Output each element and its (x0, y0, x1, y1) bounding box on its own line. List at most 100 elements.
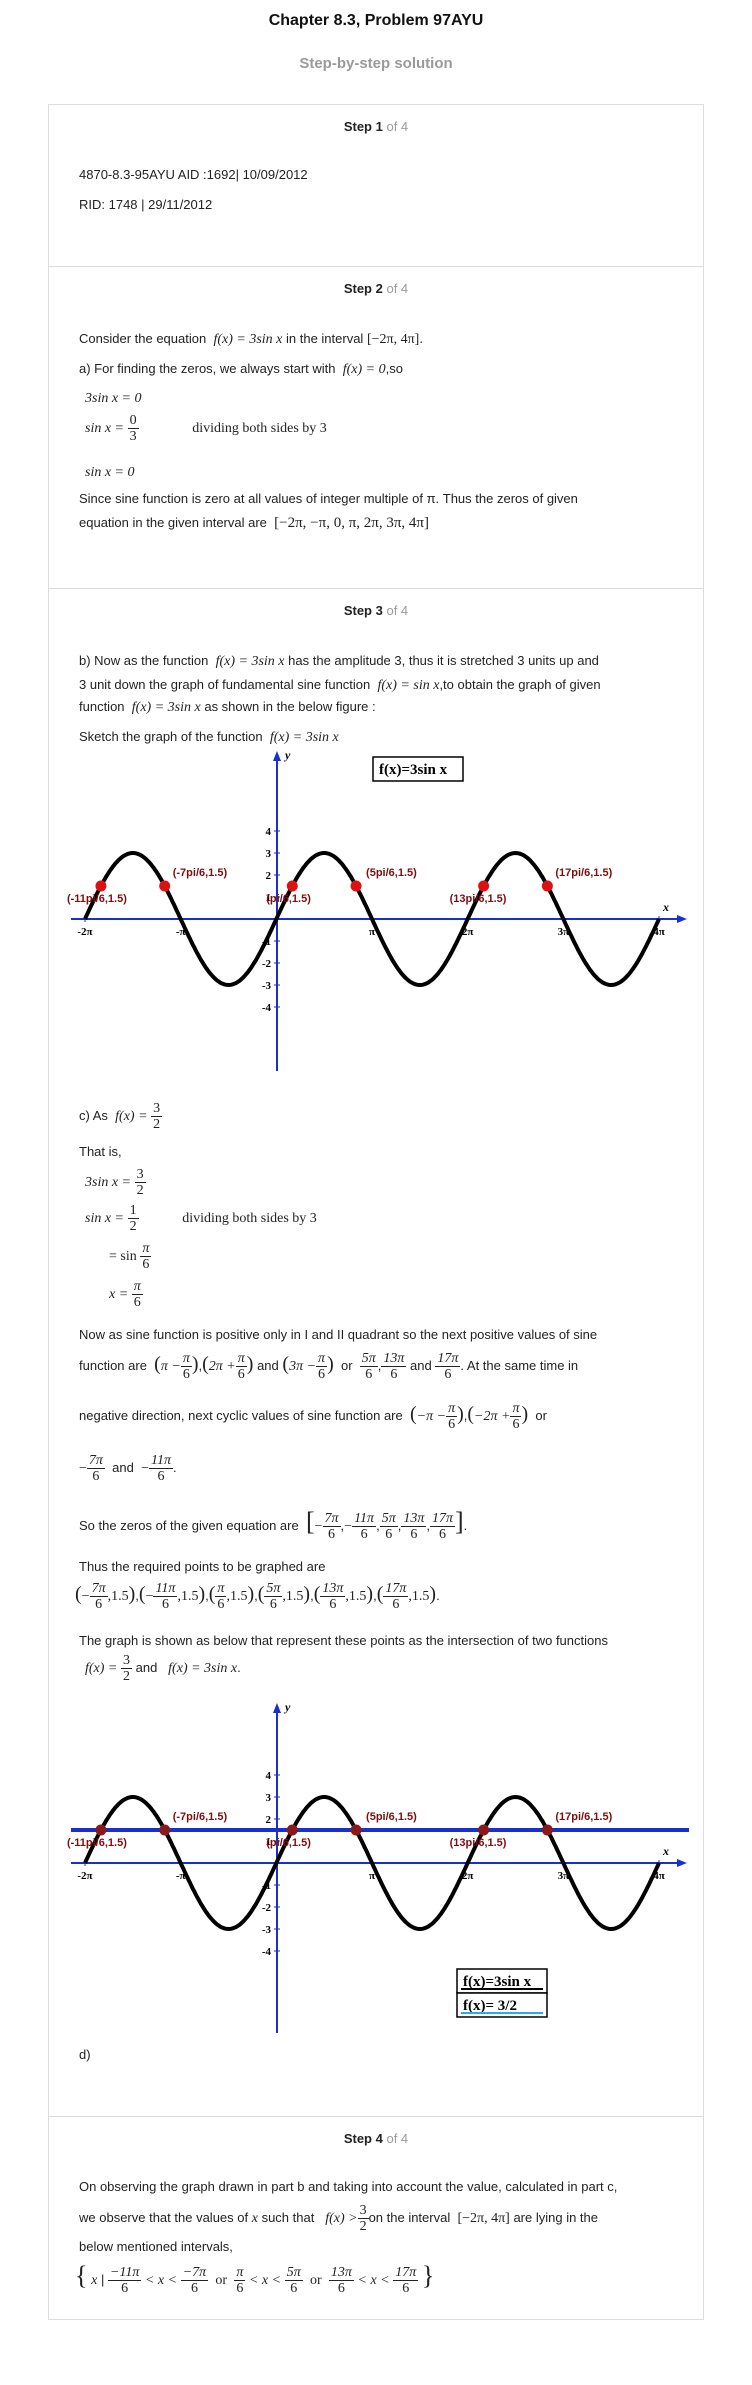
intersection-point (159, 880, 171, 892)
point-label: (5pi/6,1.5) (366, 1811, 417, 1823)
intersection-point (95, 880, 107, 892)
x-axis-arrow (677, 915, 687, 923)
y-tick-label: 1 (266, 892, 272, 904)
step-3-d-label: d) (79, 2047, 91, 2062)
step-3-header: Step 3 of 4 (343, 603, 409, 618)
x-tick-label: π (369, 926, 375, 938)
intersection-point (541, 1824, 553, 1836)
point-label: (13pi/6,1.5) (450, 893, 507, 905)
step-1-line1: 4870-8.3-95AYU AID :1692| 10/09/2012 (79, 167, 308, 182)
y-tick-label: -4 (262, 1946, 272, 1958)
y-tick-label: 4 (266, 1770, 272, 1782)
point-label: (-11pi/6,1.5) (67, 1837, 127, 1849)
y-tick-label: 3 (266, 848, 272, 860)
y-tick-label: -4 (262, 1002, 272, 1014)
y-tick-label: -2 (262, 958, 272, 970)
point-label: (17pi/6,1.5) (555, 867, 612, 879)
intersection-point (350, 880, 362, 892)
step-4-line2: we observe that the values of x such tha… (79, 2203, 599, 2234)
y-axis-arrow (273, 1703, 281, 1713)
step-2-since-2: equation in the given interval are [−2π,… (79, 515, 429, 531)
x-tick-label: 3π (558, 926, 570, 938)
x-axis-label: x (662, 900, 669, 914)
step-3-thus-points: Thus the required points to be graphed a… (79, 1559, 326, 1574)
step-3-b-line2: 3 unit down the graph of fundamental sin… (79, 677, 601, 693)
step-3-b-line3: function f(x) = 3sin x as shown in the b… (79, 699, 376, 715)
intersection-point (95, 1824, 107, 1836)
x-axis-arrow (677, 1859, 687, 1867)
step-3-graph-shown: The graph is shown as below that represe… (79, 1633, 608, 1648)
step-3-so-zeros: So the zeros of the given equation are [… (79, 1507, 468, 1543)
x-tick-label: -π (176, 926, 186, 938)
step-2-part-a: a) For finding the zeros, we always star… (79, 361, 403, 377)
point-label: (pi/6,1.5) (266, 1837, 311, 1849)
point-label: (pi/6,1.5) (266, 893, 311, 905)
step-2-card: Step 2 of 4 Consider the equation f(x) =… (48, 266, 704, 590)
x-tick-label: 2π (462, 926, 474, 938)
y-tick-label: -3 (262, 1924, 272, 1936)
point-label: (17pi/6,1.5) (555, 1811, 612, 1823)
step-3-b-line1: b) Now as the function f(x) = 3sin x has… (79, 653, 599, 669)
intersection-point (350, 1824, 362, 1836)
intersection-point (286, 880, 298, 892)
sine-curve (83, 850, 661, 988)
legend-label: f(x)= 3/2 (463, 1998, 517, 2014)
intersection-point (159, 1824, 171, 1836)
legend-box (372, 756, 464, 782)
y-tick-label: -2 (262, 1902, 272, 1914)
intersection-point (541, 880, 553, 892)
intersection-point (478, 880, 490, 892)
step-3-p1: Now as sine function is positive only in… (79, 1327, 598, 1342)
x-tick-label: 3π (558, 1870, 570, 1882)
y-tick-label: 2 (266, 870, 272, 882)
step-2-math-3: sin x = 0 (85, 465, 135, 480)
point-label: (-7pi/6,1.5) (173, 867, 228, 879)
step-3-p2: function are (π − π 6),(2π + π 6) and (3π − π… (79, 1351, 579, 1382)
intersection-point (478, 1824, 490, 1836)
y-tick-label: 2 (266, 1814, 272, 1826)
sine-curve (83, 1794, 661, 1932)
x-tick-label: 2π (462, 1870, 474, 1882)
step-3-p3: negative direction, next cyclic values o… (79, 1401, 547, 1432)
step-4-line3: below mentioned intervals, (79, 2239, 233, 2254)
y-tick-label: -3 (262, 980, 272, 992)
y-tick-label: 1 (266, 1836, 272, 1848)
x-tick-label: 4π (653, 926, 665, 938)
step-2-header: Step 2 of 4 (343, 281, 409, 296)
y-tick-label: 4 (266, 826, 272, 838)
page-title: Chapter 8.3, Problem 97AYU (268, 12, 484, 29)
intersection-point (286, 1824, 298, 1836)
step-3-p4: −7π 6 and −11π 6. (79, 1453, 177, 1484)
point-label: (-7pi/6,1.5) (173, 1811, 228, 1823)
step-3-card: Step 3 of 4 b) Now as the function f(x) … (48, 588, 704, 2118)
step-3-sketch-caption: Sketch the graph of the function f(x) = … (79, 729, 339, 745)
x-tick-label: -2π (77, 1870, 92, 1882)
y-axis-arrow (273, 751, 281, 761)
y-tick-label: 3 (266, 1792, 272, 1804)
step-2-since-1: Since sine function is zero at all value… (79, 491, 578, 506)
step-4-header: Step 4 of 4 (343, 2131, 409, 2146)
x-tick-label: -π (176, 1870, 186, 1882)
x-tick-label: 4π (653, 1870, 665, 1882)
point-label: (13pi/6,1.5) (450, 1837, 507, 1849)
x-axis-label: x (662, 1844, 669, 1858)
point-label: (5pi/6,1.5) (366, 867, 417, 879)
legend-label: f(x)=3sin x (379, 762, 448, 778)
step-2-consider: Consider the equation f(x) = 3sin x in t… (79, 331, 423, 347)
step-3-that-is: That is, (79, 1144, 122, 1159)
step-4-card: Step 4 of 4 On observing the graph drawn… (48, 2116, 704, 2320)
x-tick-label: -2π (77, 926, 92, 938)
x-tick-label: π (369, 1870, 375, 1882)
step-3-points-list: (− 7π 6,1.5),(− 11π 6,1.5),(π 6,1.5),(5π 6,1.5… (75, 1581, 440, 1612)
legend-label: f(x)=3sin x (463, 1974, 532, 1990)
page-subtitle: Step-by-step solution (299, 55, 453, 72)
